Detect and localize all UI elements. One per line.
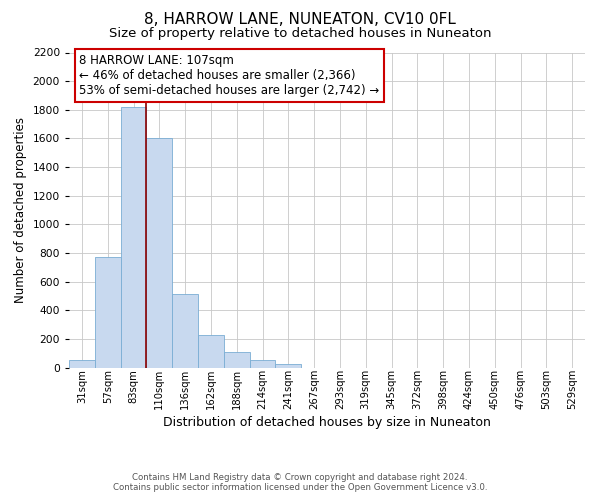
Text: 8, HARROW LANE, NUNEATON, CV10 0FL: 8, HARROW LANE, NUNEATON, CV10 0FL: [144, 12, 456, 28]
Bar: [146, 138, 172, 368]
Text: Size of property relative to detached houses in Nuneaton: Size of property relative to detached ho…: [109, 28, 491, 40]
Bar: [121, 107, 146, 368]
Bar: [69, 360, 95, 368]
Bar: [275, 364, 301, 368]
Y-axis label: Number of detached properties: Number of detached properties: [14, 117, 27, 303]
Bar: [172, 294, 198, 368]
Bar: [198, 334, 224, 368]
Text: 8 HARROW LANE: 107sqm
← 46% of detached houses are smaller (2,366)
53% of semi-d: 8 HARROW LANE: 107sqm ← 46% of detached …: [79, 54, 380, 97]
Text: Contains HM Land Registry data © Crown copyright and database right 2024.
Contai: Contains HM Land Registry data © Crown c…: [113, 473, 487, 492]
Bar: [95, 256, 121, 368]
Bar: [250, 360, 275, 368]
X-axis label: Distribution of detached houses by size in Nuneaton: Distribution of detached houses by size …: [163, 416, 491, 429]
Bar: [224, 352, 250, 368]
